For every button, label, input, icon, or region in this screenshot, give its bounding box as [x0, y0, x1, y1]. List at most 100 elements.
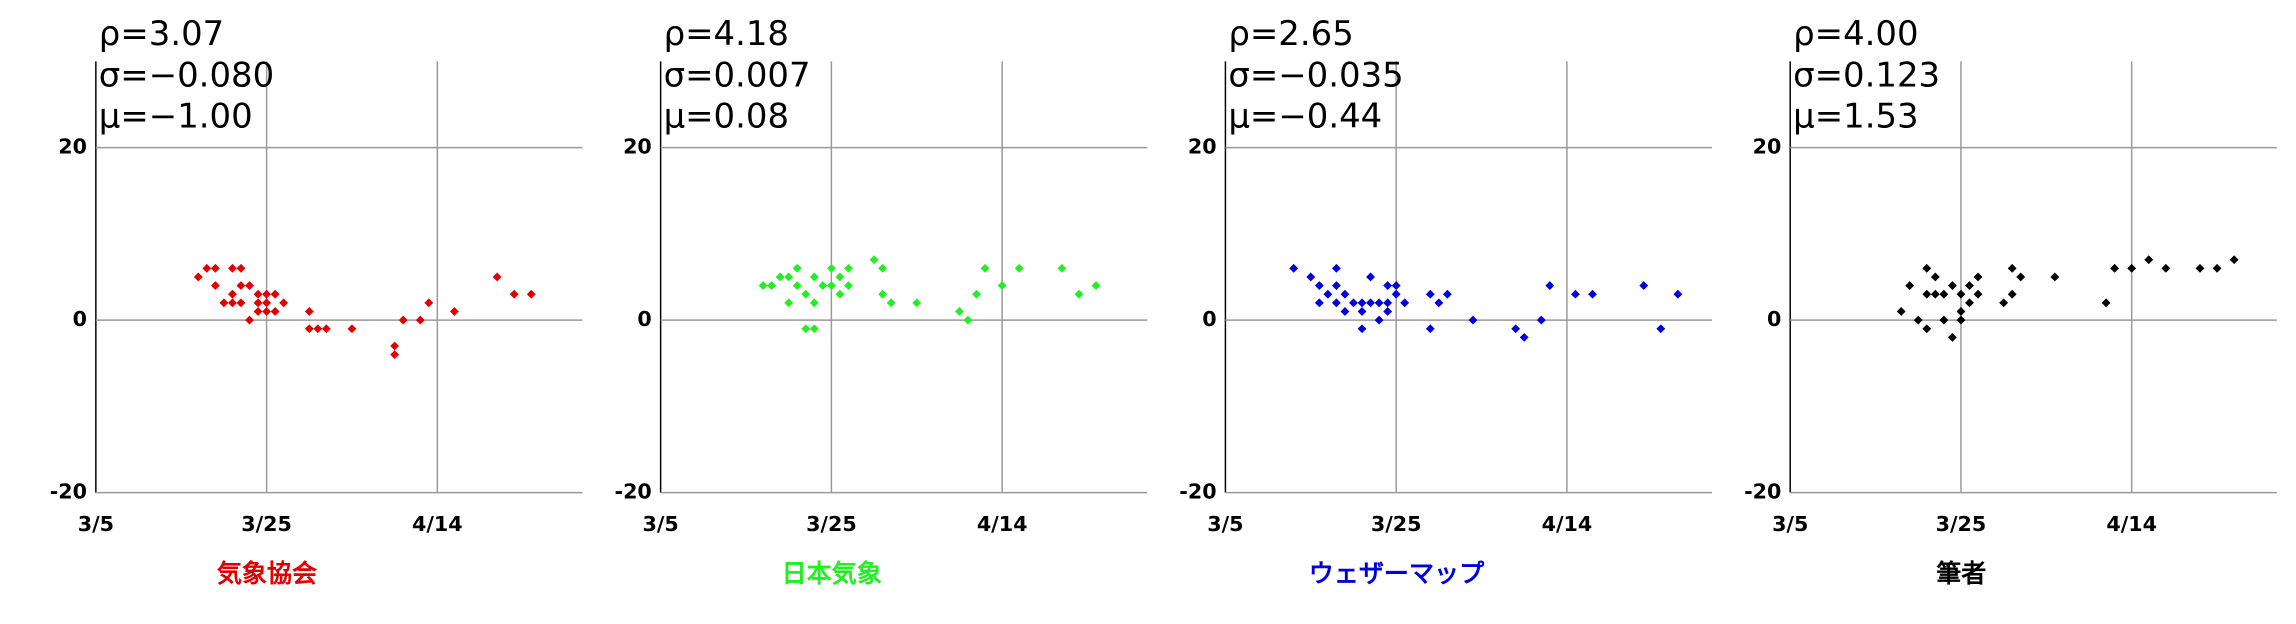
point — [245, 281, 254, 291]
point — [1939, 289, 1949, 299]
point — [1357, 307, 1367, 316]
point — [1956, 315, 1966, 325]
point — [424, 298, 434, 308]
point — [236, 281, 246, 291]
annotation: σ=−0.035 — [1228, 55, 1403, 94]
point — [1425, 324, 1435, 334]
point — [1434, 298, 1444, 308]
point — [1400, 298, 1410, 308]
point — [1956, 289, 1966, 299]
annotation: ρ=2.65 — [1228, 14, 1353, 53]
x-tick-label: 3/5 — [78, 512, 114, 536]
annotation: σ=−0.080 — [99, 55, 274, 94]
y-tick-label: -20 — [1179, 480, 1216, 504]
point — [2144, 255, 2154, 265]
annotation: σ=0.007 — [664, 55, 811, 94]
point — [1947, 281, 1957, 291]
point — [1383, 281, 1393, 291]
point — [228, 289, 237, 299]
point — [313, 324, 323, 334]
point — [758, 281, 768, 291]
point — [2127, 263, 2137, 273]
point — [844, 263, 853, 273]
y-tick-label: 20 — [1753, 135, 1782, 159]
y-tick-label: 20 — [623, 135, 652, 159]
point — [1340, 307, 1350, 316]
point — [1091, 281, 1101, 291]
point — [801, 324, 811, 334]
point — [390, 350, 400, 360]
chart-caption: ウェザーマップ — [1309, 559, 1485, 588]
point — [526, 289, 536, 299]
x-tick-label: 4/14 — [412, 512, 463, 536]
point — [1571, 289, 1580, 299]
point — [1956, 307, 1966, 316]
x-tick-label: 3/5 — [643, 512, 679, 536]
point — [997, 281, 1007, 291]
point — [835, 289, 845, 299]
point — [1074, 289, 1084, 299]
point — [1306, 272, 1316, 282]
annotation: σ=0.123 — [1793, 55, 1940, 94]
point — [1314, 298, 1324, 308]
point — [1511, 324, 1521, 334]
point — [1999, 298, 2009, 308]
annotation: μ=1.53 — [1793, 97, 1918, 136]
point — [818, 281, 828, 291]
point — [1331, 298, 1341, 308]
point — [784, 298, 794, 308]
point — [1536, 315, 1546, 325]
x-tick-label: 4/14 — [977, 512, 1028, 536]
point — [2110, 263, 2120, 273]
point — [792, 281, 802, 291]
y-tick-label: 0 — [637, 307, 651, 331]
point — [1922, 289, 1932, 299]
point — [955, 307, 964, 316]
point — [1468, 315, 1478, 325]
point — [1965, 281, 1974, 291]
x-tick-label: 3/25 — [1936, 512, 1987, 536]
y-tick-label: 0 — [73, 307, 87, 331]
x-tick-label: 3/5 — [1207, 512, 1243, 536]
point — [509, 289, 519, 299]
point — [1930, 272, 1940, 282]
point — [492, 272, 502, 282]
y-tick-label: 20 — [58, 135, 87, 159]
point — [1896, 307, 1906, 316]
point — [1014, 263, 1024, 273]
chart-caption: 筆者 — [1936, 559, 1986, 588]
point — [826, 263, 836, 273]
point — [1519, 332, 1529, 342]
point — [279, 298, 289, 308]
point — [809, 324, 819, 334]
point — [304, 324, 314, 334]
point — [912, 298, 922, 308]
point — [1357, 298, 1367, 308]
chart-caption: 日本気象 — [782, 559, 882, 588]
point — [1366, 272, 1375, 282]
point — [1323, 289, 1333, 299]
x-tick-label: 4/14 — [2106, 512, 2157, 536]
point — [1383, 307, 1393, 316]
point — [245, 315, 254, 325]
point — [1357, 324, 1367, 334]
y-tick-label: 0 — [1767, 307, 1781, 331]
point — [878, 289, 888, 299]
annotation: ρ=4.00 — [1793, 14, 1918, 53]
point — [1314, 281, 1324, 291]
point — [262, 289, 272, 299]
y-tick-label: 20 — [1188, 135, 1217, 159]
x-tick-label: 3/25 — [806, 512, 857, 536]
point — [1425, 289, 1435, 299]
point — [210, 263, 220, 273]
point — [390, 341, 400, 351]
point — [210, 281, 220, 291]
point — [1374, 298, 1384, 308]
point — [262, 307, 272, 316]
point — [347, 324, 357, 334]
point — [767, 281, 777, 291]
x-tick-label: 4/14 — [1542, 512, 1593, 536]
point — [2007, 263, 2017, 273]
point — [835, 272, 845, 282]
